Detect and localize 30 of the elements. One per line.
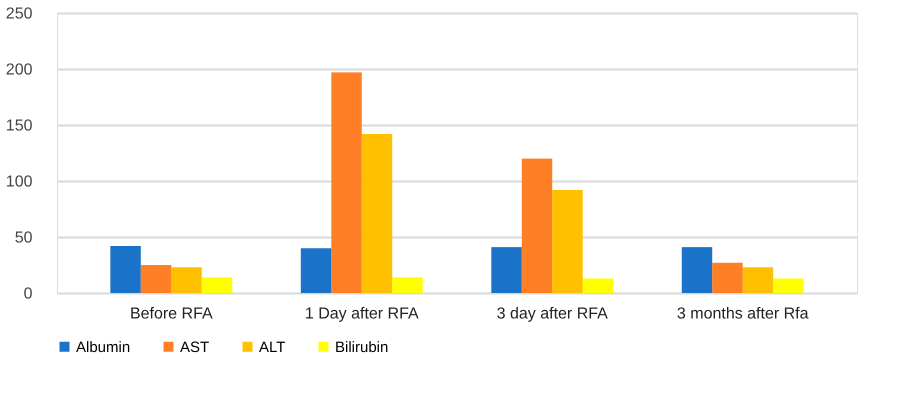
legend-label: Albumin [76,338,130,356]
bar [202,277,232,293]
legend-label: AST [180,338,210,356]
y-tick-label: 0 [24,286,33,302]
bar [331,72,362,293]
y-tick-label: 250 [6,6,33,22]
bar [171,267,202,293]
x-tick-label: 3 months after Rfa [676,306,809,322]
bar [682,247,712,293]
bar [742,267,774,293]
bar [300,248,332,293]
bar [140,265,172,293]
bar [712,262,743,293]
y-tick-label: 50 [14,230,33,246]
x-tick-label: Before RFA [130,306,213,322]
bar [773,278,804,293]
bar [392,277,423,293]
y-tick-label: 100 [6,174,33,190]
bar [552,190,583,293]
y-tick-label: 150 [6,118,33,134]
bar [582,278,614,293]
x-tick-label: 3 day after RFA [496,306,608,322]
bar [110,246,141,293]
bar [362,134,392,293]
y-tick-label: 200 [6,62,33,78]
x-tick-label: 1 Day after RFA [304,306,419,322]
bar [491,247,522,293]
bar [522,158,552,293]
legend-label: Bilirubin [335,338,388,356]
legend-label: ALT [259,338,286,356]
